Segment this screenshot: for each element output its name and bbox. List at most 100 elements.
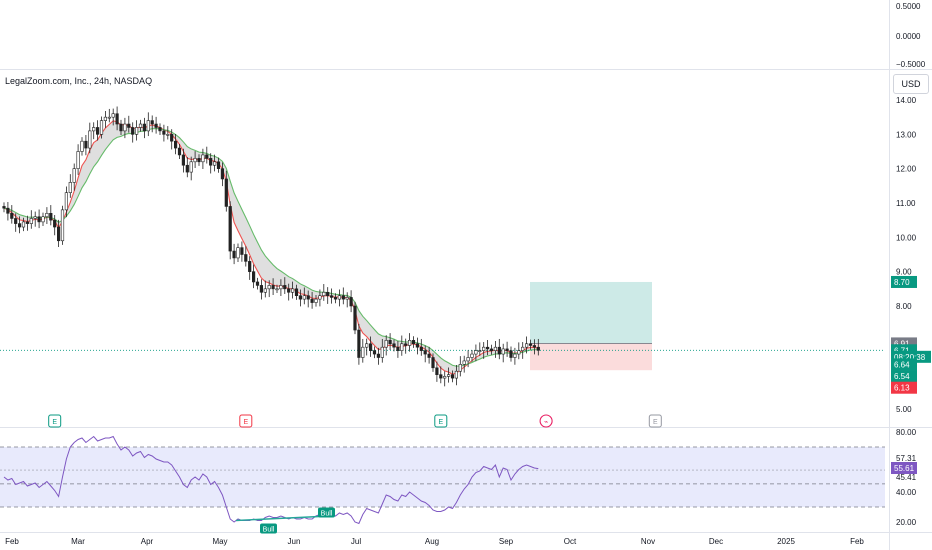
price-badge: 6.64 bbox=[891, 358, 917, 371]
candle-body bbox=[345, 297, 349, 300]
candle-body bbox=[431, 357, 435, 369]
divergence-line bbox=[235, 515, 331, 522]
candle-body bbox=[248, 261, 252, 272]
candle-body bbox=[279, 285, 283, 290]
candle-body bbox=[485, 346, 490, 350]
rsi-tick-label: 45.41 bbox=[896, 473, 917, 482]
rsi-series[interactable]: Bull Bull bbox=[3, 435, 539, 534]
candle-body bbox=[376, 353, 381, 358]
time-axis-label: Sep bbox=[499, 537, 514, 546]
candle-body bbox=[127, 123, 131, 128]
rsi-band-layer bbox=[0, 446, 885, 508]
candle-body bbox=[255, 281, 260, 286]
candle-body bbox=[236, 247, 240, 259]
stop-zone bbox=[530, 343, 652, 371]
candle-body bbox=[396, 346, 400, 351]
candle-body bbox=[84, 140, 88, 149]
candle-body bbox=[497, 346, 501, 355]
candle-body bbox=[439, 374, 443, 379]
candle-body bbox=[361, 346, 365, 358]
price-badge-label: 8.70 bbox=[894, 278, 910, 287]
candle-body bbox=[166, 134, 170, 136]
candle-body bbox=[107, 116, 111, 119]
event-marker-label: E bbox=[653, 419, 658, 426]
bull-label-text: Bull bbox=[321, 511, 333, 518]
price-badge-label: 6.71 bbox=[894, 346, 910, 355]
candle-body bbox=[513, 353, 517, 358]
candle-body bbox=[283, 285, 287, 290]
price-badge: 6.13 bbox=[891, 381, 917, 394]
candle-body bbox=[174, 140, 178, 149]
candle-body bbox=[446, 374, 451, 377]
currency-button[interactable]: USD bbox=[893, 74, 929, 94]
price-badge-label: 08:20:38 bbox=[894, 353, 926, 362]
time-axis-label: May bbox=[212, 537, 227, 546]
candle-body bbox=[224, 178, 228, 207]
candle-body bbox=[384, 340, 388, 348]
candle-body bbox=[322, 291, 326, 296]
event-marker-earnings-reported-negative[interactable]: E bbox=[239, 414, 253, 428]
candle-body bbox=[462, 360, 466, 365]
candle-body bbox=[314, 298, 318, 303]
candle-body bbox=[318, 295, 322, 300]
candle-body bbox=[228, 206, 232, 252]
event-marker-dividend-split[interactable]: ⌁ bbox=[539, 414, 553, 428]
event-markers[interactable]: E E E ⌁ E bbox=[48, 414, 662, 428]
candle-body bbox=[123, 123, 127, 132]
event-marker-earnings-upcoming[interactable]: E bbox=[648, 414, 662, 428]
price-badge-box bbox=[891, 381, 917, 394]
candle-body bbox=[103, 116, 107, 121]
candle-body bbox=[21, 221, 26, 228]
bull-divergence-label: Bull bbox=[318, 507, 335, 518]
candle-body bbox=[482, 346, 486, 351]
candle-body bbox=[259, 285, 264, 293]
price-tick-label: 10.00 bbox=[896, 233, 917, 242]
long-position-tool[interactable] bbox=[530, 281, 652, 371]
candle-body bbox=[154, 123, 158, 128]
candle-body bbox=[193, 158, 197, 163]
event-marker-earnings-reported[interactable]: E bbox=[48, 414, 62, 428]
time-axis-label: Jun bbox=[288, 537, 301, 546]
candle-body bbox=[68, 182, 72, 193]
candle-body bbox=[49, 213, 53, 221]
candle-body bbox=[131, 127, 135, 135]
candle-body bbox=[146, 120, 150, 132]
candle-body bbox=[470, 353, 474, 358]
candle-body bbox=[29, 218, 33, 224]
candle-body bbox=[524, 343, 529, 348]
candle-body bbox=[244, 254, 248, 262]
candle-body bbox=[380, 346, 384, 358]
candle-body bbox=[298, 295, 303, 300]
candle-body bbox=[443, 376, 447, 379]
candle-body bbox=[536, 346, 540, 351]
candle-body bbox=[37, 216, 41, 223]
candle-body bbox=[263, 288, 267, 293]
rsi-axis[interactable]: 80.00 57.31 45.41 40.00 20.00 55.61 bbox=[891, 428, 917, 527]
rsi-band bbox=[0, 447, 885, 507]
split-icon bbox=[539, 414, 553, 428]
candle-body bbox=[216, 161, 221, 169]
candlestick-series[interactable] bbox=[2, 106, 540, 387]
time-axis[interactable]: Feb Mar Apr May Jun Jul Aug Sep Oct Nov Dec 2025 Feb bbox=[5, 537, 864, 546]
rsi-value-badge: 55.61 bbox=[891, 462, 917, 474]
price-tick-label: 14.00 bbox=[896, 96, 917, 105]
candle-body bbox=[92, 127, 96, 132]
candle-body bbox=[209, 158, 213, 166]
price-badge-box bbox=[891, 275, 917, 288]
event-marker-earnings-reported[interactable]: E bbox=[434, 414, 448, 428]
candle-body bbox=[240, 247, 244, 255]
event-marker-label: ⌁ bbox=[544, 419, 548, 426]
event-marker-label: E bbox=[52, 419, 57, 426]
price-tick-label: 5.00 bbox=[896, 405, 912, 414]
time-axis-label: Apr bbox=[141, 537, 154, 546]
event-marker-label: E bbox=[438, 419, 443, 426]
candle-body bbox=[213, 161, 217, 166]
candle-body bbox=[111, 113, 115, 118]
candle-body bbox=[458, 364, 462, 372]
candle-body bbox=[435, 367, 439, 375]
candle-body bbox=[185, 164, 189, 173]
top-tick-label: 0.5000 bbox=[896, 2, 921, 11]
price-axis[interactable]: 14.00 13.00 12.00 11.00 10.00 9.00 8.00 5.00 8.7… bbox=[891, 96, 931, 414]
rsi-tick-label: 40.00 bbox=[896, 488, 917, 497]
